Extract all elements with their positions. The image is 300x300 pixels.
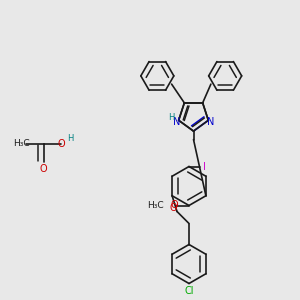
- Text: N: N: [172, 117, 180, 127]
- Text: H: H: [168, 113, 175, 122]
- Text: N: N: [207, 117, 214, 127]
- Text: H₃C: H₃C: [148, 201, 164, 210]
- Text: I: I: [203, 161, 206, 172]
- Text: O: O: [169, 203, 177, 213]
- Text: O: O: [40, 164, 47, 175]
- Text: H₃C: H₃C: [13, 140, 29, 148]
- Text: O: O: [58, 139, 65, 149]
- Text: Cl: Cl: [184, 286, 194, 296]
- Text: O: O: [170, 200, 178, 211]
- Text: H: H: [67, 134, 73, 143]
